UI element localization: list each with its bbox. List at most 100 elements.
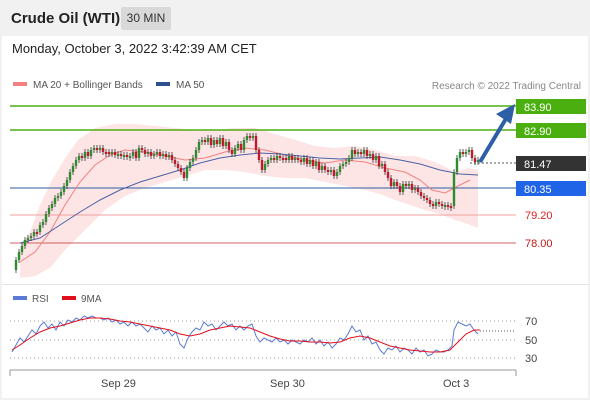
candle-body [149,152,153,156]
candle-body [389,178,393,186]
candle-body [470,150,474,158]
candle-body [245,136,249,140]
candle-body [173,160,177,164]
level-label-81-47: 81.47 [516,156,586,171]
candle-body [68,172,72,180]
candle-body [227,142,231,150]
candle-body [329,170,333,172]
candle-body [455,158,459,172]
candle-body [380,164,384,166]
candle-body [458,152,462,158]
candle-body [263,164,267,170]
candle-body [476,160,480,162]
candle-body [26,238,30,240]
rsi-legend: RSI 9MA [13,294,102,305]
candle-body [398,186,402,192]
legend-ma50: MA 50 [156,80,204,91]
candle-body [101,148,105,152]
candle-body [161,154,165,156]
candle-body [98,148,102,150]
candle-body [170,155,174,160]
bollinger-band [20,124,478,278]
candle-body [14,260,18,270]
candle-body [386,172,390,178]
candle-body [296,158,300,160]
candle-body [128,156,132,158]
candle-body [146,152,150,154]
candle-body [371,154,375,160]
candle-body [104,152,108,154]
candle-body [434,202,438,206]
candle-body [365,150,369,156]
divider-price-rsi [2,284,588,285]
candle-body [278,156,282,158]
candle-body [164,154,168,157]
candle-body [308,160,312,164]
candle-body [347,158,351,162]
candle-body [191,158,195,162]
candle-body [212,140,216,145]
svg-text:80.35: 80.35 [524,184,552,196]
candle-body [218,138,222,144]
rsi-label-30: 30 [525,353,537,365]
candle-body [152,154,156,156]
candle-body [197,142,201,150]
candle-body [203,140,207,142]
candle-body [317,162,321,170]
candle-body [260,160,264,170]
rsi-label-50: 50 [525,335,537,347]
candle-body [401,184,405,192]
candle-body [461,152,465,154]
candle-body [473,158,477,162]
candle-body [452,172,456,206]
candle-body [182,172,186,178]
candle-body [77,156,81,160]
candle-body [221,138,225,146]
candle-body [269,158,273,160]
svg-text:RSI: RSI [32,294,49,305]
candle-body [266,160,270,164]
candle-body [353,150,357,154]
candle-body [65,180,69,186]
candle-body [437,202,441,204]
time-label-sep-30: Sep 30 [270,378,305,390]
ma50-label: MA 50 [176,80,205,91]
candle-body [53,198,57,204]
candle-body [29,236,33,238]
candle-body [116,154,120,156]
candle-body [32,232,36,236]
forecast-arrow [478,104,515,164]
chart-panel [2,36,588,398]
candle-body [377,156,381,166]
candle-body [47,208,51,214]
candle-body [374,156,378,160]
candle-body [239,144,243,150]
ma20-swatch [13,82,27,87]
candle-body [230,150,234,154]
candle-body [122,155,126,157]
time-label-oct-3: Oct 3 [443,378,469,390]
report-datetime: Monday, October 3, 2022 3:42:39 AM CET [12,41,257,56]
candle-body [86,152,90,156]
level-label-83-90: 83.90 [516,99,586,114]
candle-body [209,138,213,145]
candle-body [215,140,219,144]
candle-body [137,148,141,158]
candle-body [110,152,114,154]
timeframe-badge[interactable]: 30 MIN [121,7,171,30]
candle-body [275,156,279,160]
candle-body [416,188,420,192]
level-label-79-20: 79.20 [525,210,553,222]
candle-body [464,152,468,154]
candle-body [95,148,99,150]
candle-body [41,222,45,225]
candle-body [341,164,345,166]
candle-body [50,204,54,208]
candle-body [155,152,159,154]
candle-body [248,136,252,138]
candle-body [425,198,429,200]
ma50-swatch [156,82,170,87]
candle-body [74,160,78,166]
candle-body [449,206,453,208]
ma20-label: MA 20 + Bollinger Bands [33,80,143,91]
